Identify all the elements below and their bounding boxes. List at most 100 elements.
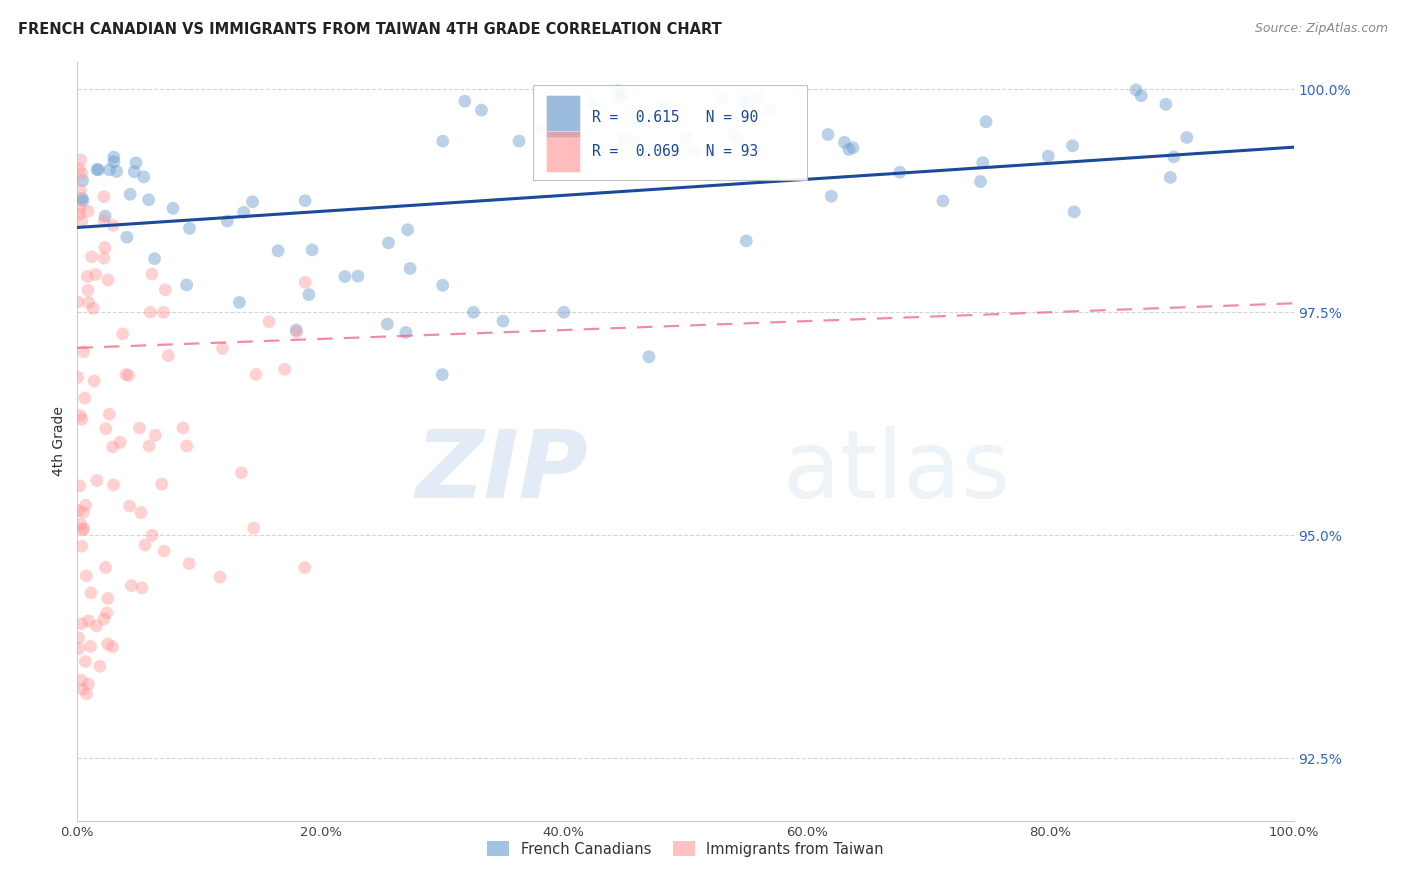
Point [470, 103, 492, 117]
Point [1154, 97, 1177, 112]
Point [654, 111, 676, 125]
Point [285, 325, 308, 339]
Point [638, 350, 661, 364]
Point [1038, 149, 1060, 163]
Point [211, 342, 233, 356]
Point [105, 164, 128, 178]
Point [654, 100, 676, 114]
Point [94, 209, 117, 223]
Point [128, 421, 150, 435]
Point [70, 616, 93, 631]
Point [93, 189, 115, 203]
Point [1062, 138, 1084, 153]
Point [93, 251, 115, 265]
Point [675, 130, 697, 145]
Point [969, 175, 991, 189]
Point [747, 90, 769, 104]
Point [432, 278, 454, 293]
Point [294, 560, 316, 574]
Point [75, 498, 97, 512]
Point [375, 317, 398, 331]
Point [69, 201, 91, 215]
Text: R =  0.615   N = 90: R = 0.615 N = 90 [592, 110, 758, 125]
Point [842, 141, 865, 155]
Point [82, 301, 104, 316]
Point [67, 641, 90, 656]
Point [120, 579, 142, 593]
Point [76, 269, 98, 284]
Point [152, 305, 174, 319]
Point [432, 134, 454, 148]
Point [157, 349, 180, 363]
Point [396, 223, 419, 237]
Point [97, 591, 120, 606]
Point [454, 94, 477, 108]
Point [347, 269, 370, 284]
Point [86, 619, 108, 633]
FancyBboxPatch shape [546, 130, 579, 172]
Point [1130, 88, 1153, 103]
Point [294, 194, 316, 208]
Point [101, 640, 124, 654]
Point [267, 244, 290, 258]
Point [87, 162, 110, 177]
Point [624, 134, 647, 148]
Point [70, 412, 93, 426]
Point [228, 295, 250, 310]
Point [531, 122, 554, 136]
Point [683, 144, 706, 158]
Point [94, 422, 117, 436]
Point [115, 230, 138, 244]
Point [932, 194, 955, 208]
Point [75, 655, 97, 669]
Point [607, 84, 630, 98]
Point [117, 368, 139, 383]
Point [143, 252, 166, 266]
Point [118, 499, 141, 513]
Legend: French Canadians, Immigrants from Taiwan: French Canadians, Immigrants from Taiwan [481, 836, 890, 863]
Point [69, 517, 91, 532]
Point [232, 205, 254, 219]
Point [108, 435, 131, 450]
Point [120, 187, 142, 202]
Point [243, 521, 266, 535]
Point [589, 143, 612, 157]
Point [721, 127, 744, 141]
Point [101, 219, 124, 233]
Point [111, 326, 134, 341]
Point [69, 479, 91, 493]
Point [69, 153, 91, 167]
Point [67, 631, 90, 645]
Text: FRENCH CANADIAN VS IMMIGRANTS FROM TAIWAN 4TH GRADE CORRELATION CHART: FRENCH CANADIAN VS IMMIGRANTS FROM TAIWA… [18, 22, 723, 37]
Point [70, 191, 93, 205]
Point [98, 407, 121, 421]
Point [115, 368, 138, 382]
Point [66, 370, 89, 384]
Point [179, 557, 201, 571]
Point [377, 235, 399, 250]
Point [89, 659, 111, 673]
Point [208, 570, 231, 584]
Point [69, 409, 91, 423]
Point [139, 305, 162, 319]
Point [1159, 170, 1181, 185]
Point [77, 295, 100, 310]
Point [553, 305, 575, 319]
Point [298, 287, 321, 301]
Point [758, 103, 780, 118]
Point [581, 95, 603, 110]
Point [76, 687, 98, 701]
Point [94, 560, 117, 574]
Point [463, 305, 485, 319]
Point [75, 569, 97, 583]
Point [138, 439, 160, 453]
Point [610, 87, 633, 102]
Point [257, 315, 280, 329]
Point [80, 586, 103, 600]
Point [838, 143, 860, 157]
Point [565, 136, 588, 151]
Point [626, 112, 648, 126]
Point [94, 240, 117, 254]
Point [176, 439, 198, 453]
Point [96, 606, 118, 620]
